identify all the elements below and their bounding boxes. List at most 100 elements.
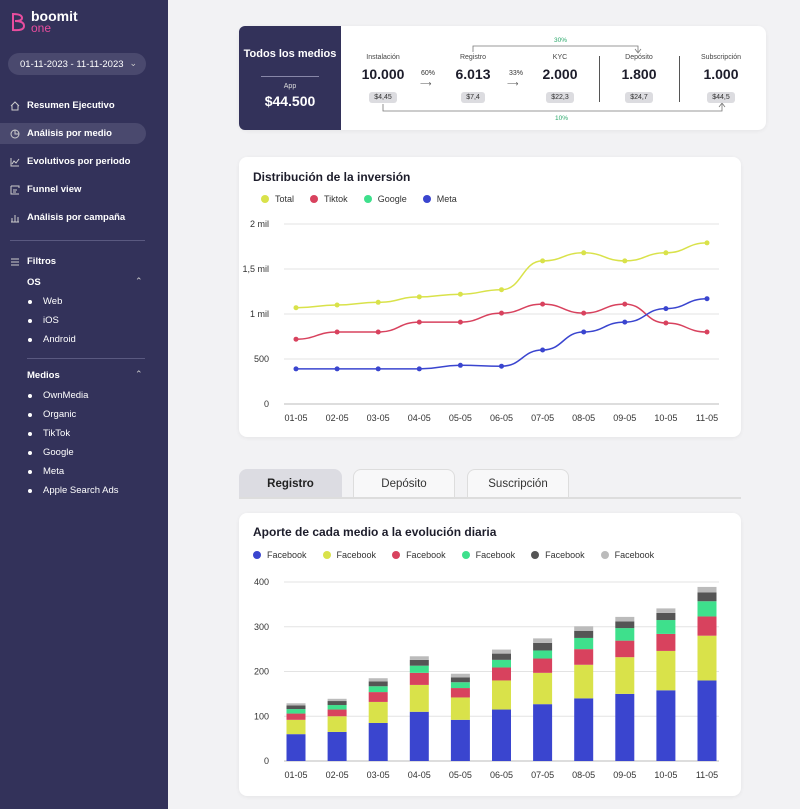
medio-item-google[interactable]: Google [28,447,74,458]
nav-analisis-por-medio[interactable]: Análisis por medio [0,123,146,144]
bar-segment [574,664,594,699]
medio-item-label: Organic [43,409,77,420]
data-point [375,299,381,305]
x-tick-label: 10-05 [654,770,677,780]
data-point [581,310,587,316]
bar-segment [492,680,511,710]
data-point [663,320,669,326]
legend-item[interactable]: Facebook [600,550,654,560]
kpi-stage-kyc[interactable]: KYC 2.000 $22,3 [525,54,595,104]
kpi-total-panel[interactable]: Todos los medios App $44.500 [239,26,341,130]
legend-item[interactable]: Facebook [322,550,377,560]
os-item-ios[interactable]: iOS [28,315,59,326]
series-line-meta [296,297,708,370]
os-item-android[interactable]: Android [28,334,76,345]
medio-item-label: Meta [43,466,65,477]
legend-item-tiktok[interactable]: Tiktok [310,194,348,204]
legend-item[interactable]: Facebook [531,550,585,560]
legend-label: Facebook [336,550,377,560]
bar-segment [656,608,676,613]
legend-item[interactable]: Facebook [461,550,515,560]
nav-resumen-ejecutivo[interactable]: Resumen Ejecutivo [0,95,146,116]
kpi-title: Todos los medios [243,48,337,60]
os-item-web[interactable]: Web [28,296,62,307]
medio-item-tiktok[interactable]: TikTok [28,428,70,439]
bar-segment [327,698,347,702]
medios-filter-heading[interactable]: Medios [27,370,60,381]
y-tick-label: 1,5 mil [242,264,269,274]
nav-analisis-por-campana[interactable]: Análisis por campaña [0,207,146,228]
legend-item-meta[interactable]: Meta [422,194,457,204]
bar-segment [656,620,676,634]
y-tick-label: 1 mil [250,309,269,319]
chevron-up-icon[interactable]: ⌃ [135,369,143,379]
bar-segment [409,684,429,712]
data-point [499,363,504,369]
data-point [663,250,669,256]
date-range-selector[interactable]: 01-11-2023 - 11-11-2023 ⌄ [8,53,146,75]
data-point [622,301,628,307]
bullet-dot [28,488,32,493]
data-point [581,250,587,256]
tab-suscripcion[interactable]: Suscripción [467,469,569,497]
kpi-stage-instalacion[interactable]: Instalación 10.000 $4,45 [348,54,418,104]
legend-item[interactable]: Facebook [253,550,307,560]
bar-segment [450,719,470,761]
date-range-value: 01-11-2023 - 11-11-2023 [20,58,124,70]
data-point [293,305,299,311]
chevron-up-icon[interactable]: ⌃ [135,276,143,286]
trend-icon [10,157,20,166]
stage-cost-badge: $24,7 [625,92,653,103]
medio-item-apple-search-ads[interactable]: Apple Search Ads [28,485,119,496]
bar-segment [574,698,594,761]
kpi-stage-deposito[interactable]: Depósito 1.800 $24,7 [604,54,674,104]
os-filter-heading[interactable]: OS [27,277,41,288]
kpi-stage-subscripcion[interactable]: Subscripción 1.000 $44,5 [686,54,756,104]
bar-segment [656,612,676,621]
bullet-dot [28,412,32,417]
nav-label: Evolutivos por periodo [27,156,131,167]
arrow-right-icon: ⟶ [507,79,519,88]
kpi-stage-registro[interactable]: Registro 6.013 $7,4 [438,54,508,104]
x-tick-label: 01-05 [284,770,307,780]
data-point [416,319,422,325]
bar-segment [368,681,388,687]
legend-label: Facebook [267,550,307,560]
legend-item[interactable]: Facebook [392,550,446,560]
bar-segment [615,616,635,622]
series-line-tiktok [295,303,708,340]
legend-item-total[interactable]: Total [261,194,294,204]
legend-swatch [461,551,470,559]
legend-item-google[interactable]: Google [363,194,407,204]
medio-item-meta[interactable]: Meta [28,466,64,477]
x-tick-label: 11-05 [696,413,718,423]
bar-segment [533,642,553,651]
bar-segment [615,657,635,694]
legend-swatch [310,195,319,203]
bar-segment [327,701,347,706]
nav-evolutivos-por-periodo[interactable]: Evolutivos por periodo [0,151,146,172]
divider [10,240,145,241]
x-tick-label: 09-05 [613,413,636,423]
line-chart: 0 500 1 mil 1,5 mil 2 mil 01-05 02-05 03-05 04-0… [242,219,719,423]
bar-segment [409,711,429,761]
tab-registro[interactable]: Registro [239,469,342,497]
bar-segment [492,659,511,668]
data-point [540,301,546,307]
bullet-dot [28,299,32,304]
tab-deposito[interactable]: Depósito [353,469,455,497]
stage-label: Subscripción [700,54,742,61]
medio-item-ownmedia[interactable]: OwnMedia [28,390,88,401]
divider [679,56,680,102]
legend-label: Facebook [545,550,585,560]
brand-logo[interactable]: boomit one [10,9,78,34]
data-point [457,319,463,325]
medio-item-organic[interactable]: Organic [28,409,76,420]
tabs-underline [239,497,741,499]
bullet-dot [28,431,32,436]
bar-segment [697,592,717,602]
data-point [540,258,546,264]
kpi-amount: $44.500 [264,93,316,109]
nav-funnel-view[interactable]: Funnel view [0,179,146,200]
medio-item-label: TikTok [43,428,71,439]
